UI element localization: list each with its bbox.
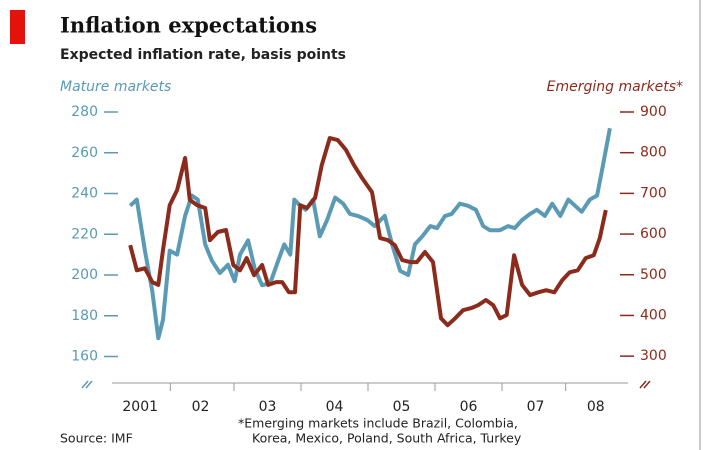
footnote: *Emerging markets include Brazil, Colomb… <box>238 416 518 431</box>
y-tick-label: 160 <box>71 349 98 365</box>
source: Source: IMF <box>60 431 133 446</box>
y2-tick-label: 500 <box>640 267 667 283</box>
y-tick-label: 280 <box>71 104 98 120</box>
x-tick-label: 02 <box>192 399 210 415</box>
right-series-label: Emerging markets* <box>547 79 683 95</box>
footnote: Korea, Mexico, Poland, South Africa, Tur… <box>252 431 522 446</box>
x-tick-label: 05 <box>393 399 411 415</box>
chart-title: Inflation expectations <box>60 13 317 38</box>
chart-subtitle: Expected inflation rate, basis points <box>60 47 346 63</box>
series-line <box>128 136 608 328</box>
y2-tick-label: 900 <box>640 104 667 120</box>
y2-tick-label: 700 <box>640 185 667 201</box>
left-series-label: Mature markets <box>60 79 171 95</box>
axis-break <box>639 380 651 389</box>
x-tick-label: 2001 <box>122 399 158 415</box>
brand-bar <box>10 10 25 44</box>
y-tick-label: 260 <box>71 145 98 161</box>
y-tick-label: 240 <box>71 186 98 202</box>
x-tick-label: 04 <box>326 399 344 415</box>
x-tick-label: 03 <box>259 399 277 415</box>
x-tick-label: 06 <box>460 399 478 415</box>
x-tick-label: 07 <box>527 399 545 415</box>
y2-tick-label: 800 <box>640 145 667 161</box>
y-tick-label: 200 <box>71 267 98 283</box>
series-line <box>128 127 612 341</box>
y2-tick-label: 600 <box>640 226 667 242</box>
y2-tick-label: 400 <box>640 307 667 323</box>
y-tick-label: 220 <box>71 226 98 242</box>
axis-break <box>81 380 93 389</box>
y2-tick-label: 300 <box>640 348 667 364</box>
x-tick-label: 08 <box>587 399 605 415</box>
y-tick-label: 180 <box>71 308 98 324</box>
